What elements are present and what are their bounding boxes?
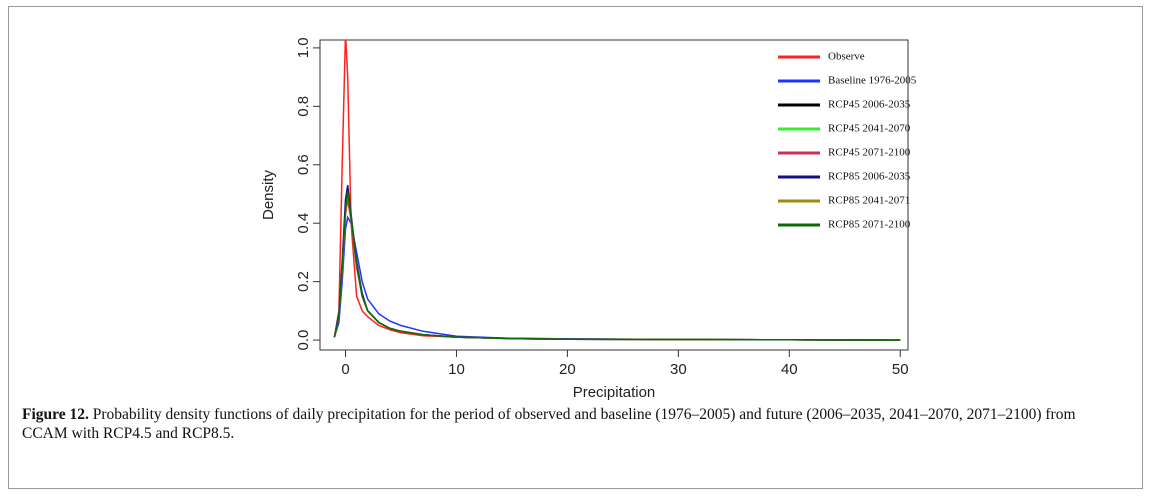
y-axis-label: Density (260, 169, 277, 220)
series-line (333, 40, 901, 341)
y-tick-label: 0.4 (295, 213, 312, 234)
legend-label: RCP45 2041-2070 (828, 123, 911, 135)
series-line (333, 193, 901, 341)
x-tick-label: 50 (892, 361, 909, 378)
caption: Figure 12. Probability density functions… (22, 405, 1122, 443)
legend-label: RCP45 2071-2100 (828, 147, 911, 159)
x-tick-label: 20 (559, 361, 576, 378)
y-tick-label: 0.0 (295, 330, 312, 351)
x-tick-label: 30 (670, 361, 687, 378)
plot-frame (319, 39, 909, 351)
figure-frame (8, 6, 1143, 489)
series-line (333, 191, 901, 341)
series-line (333, 215, 901, 341)
caption-label: Figure 12. (22, 406, 89, 423)
x-tick-label: 0 (341, 361, 349, 378)
x-tick-label: 10 (448, 361, 465, 378)
y-tick-label: 0.6 (295, 154, 312, 175)
y-tick-label: 0.2 (295, 271, 312, 292)
legend-label: Observe (828, 51, 865, 63)
legend-label: Baseline 1976-2005 (828, 75, 917, 87)
legend-label: RCP45 2006-2035 (828, 99, 911, 111)
x-axis-label: Precipitation (573, 384, 656, 400)
legend-label: RCP85 2006-2035 (828, 171, 911, 183)
y-tick-label: 1.0 (295, 37, 312, 58)
y-tick-label: 0.8 (295, 96, 312, 117)
legend-label: RCP85 2041-2071 (828, 195, 910, 207)
series-line (333, 196, 901, 341)
chart: Precipitation Density 0 10 20 30 40 50 0.0 0.2 0… (260, 37, 917, 400)
series-line (333, 193, 901, 341)
caption-text: Probability density functions of daily p… (22, 406, 1076, 442)
x-tick-label: 40 (781, 361, 798, 378)
series-line (333, 185, 901, 341)
legend-label: RCP85 2071-2100 (828, 219, 911, 231)
series-line (333, 199, 901, 341)
